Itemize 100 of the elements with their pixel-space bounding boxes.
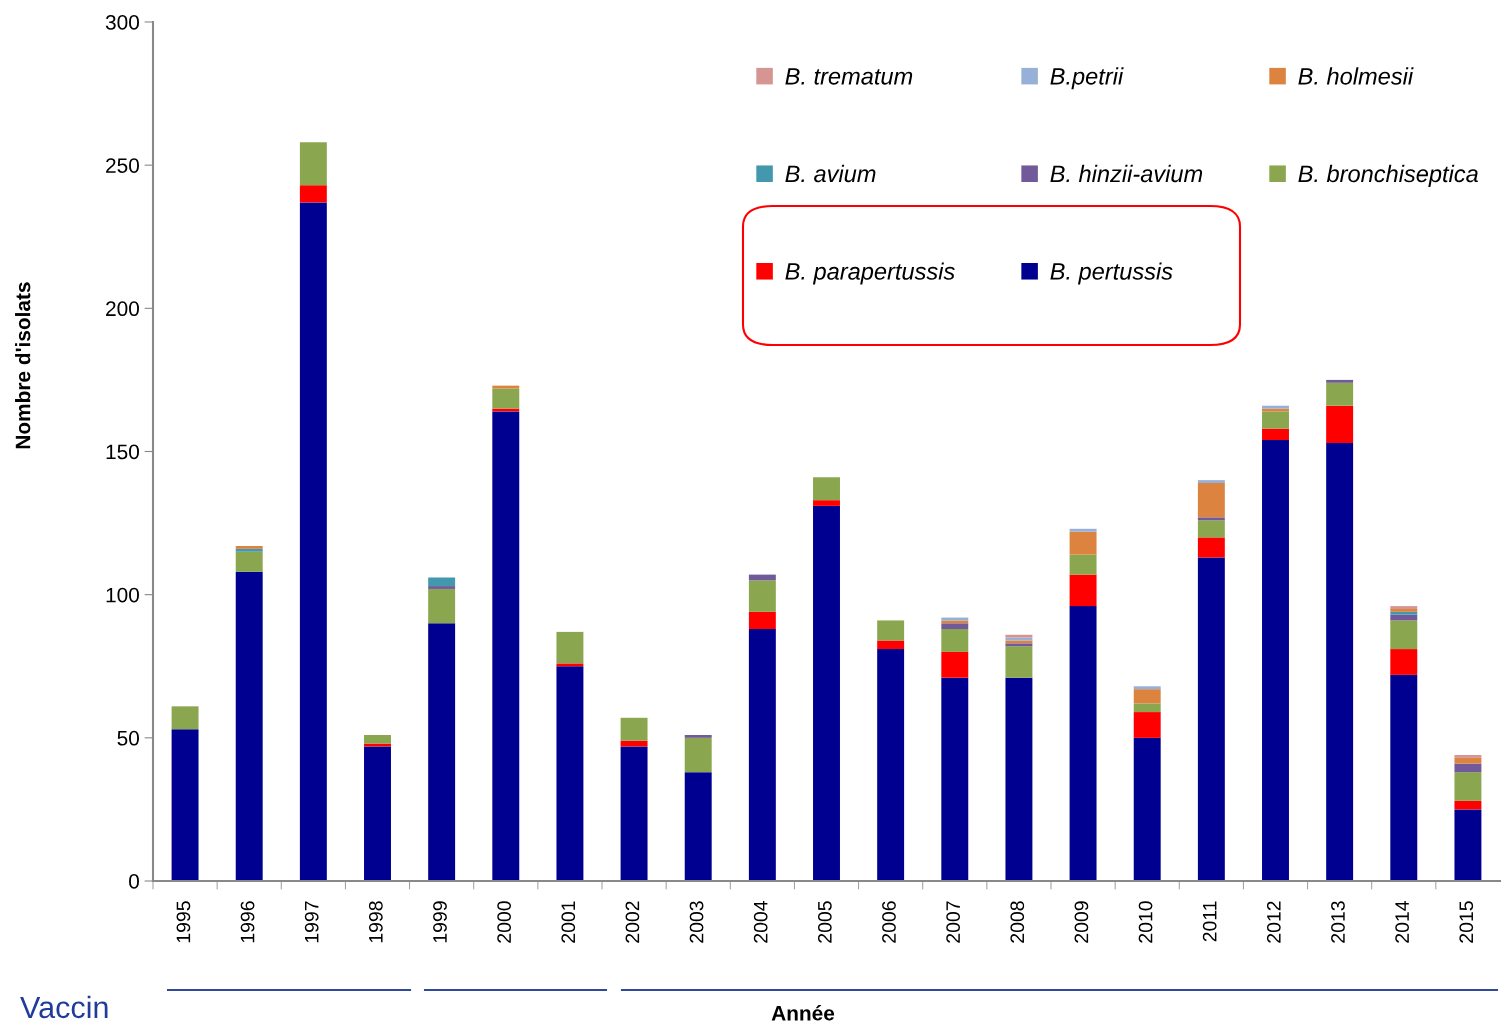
bar	[1326, 382, 1354, 406]
bar	[364, 746, 391, 881]
y-tick-label: 150	[106, 444, 139, 460]
bar	[1454, 755, 1482, 758]
text: Vaccin	[20, 995, 108, 1019]
x-tick-label: 2012	[1266, 901, 1281, 943]
bar	[684, 734, 712, 738]
bar	[364, 734, 391, 744]
bar	[620, 746, 648, 881]
bar	[1069, 574, 1097, 607]
bar	[684, 772, 712, 881]
bar	[299, 142, 327, 186]
bar	[1133, 737, 1161, 881]
bar	[1326, 405, 1354, 443]
bar	[1454, 800, 1482, 810]
bar	[941, 651, 969, 678]
bar	[1133, 703, 1161, 713]
bar	[1197, 537, 1225, 558]
x-tick-label: 1997	[304, 901, 319, 943]
bar	[1390, 620, 1418, 650]
x-tick-label: 2007	[946, 901, 961, 943]
x-tick-label: 2000	[497, 901, 512, 943]
x-tick-label: 2003	[689, 901, 704, 943]
bar	[1069, 606, 1097, 881]
bar	[1069, 528, 1097, 532]
bar	[428, 577, 456, 587]
bar	[813, 505, 840, 881]
legend-label: B. hinzii-avium	[1050, 164, 1203, 183]
bar	[235, 551, 263, 572]
bar	[1390, 674, 1418, 881]
bar	[1262, 440, 1289, 881]
bar	[1069, 554, 1097, 575]
bar	[748, 580, 776, 612]
x-tick-label: 2014	[1395, 901, 1410, 943]
bar	[684, 737, 712, 773]
x-tick-label: 2015	[1459, 901, 1474, 943]
bar	[299, 185, 327, 203]
bar	[748, 611, 776, 630]
legend-label: B. trematum	[785, 68, 913, 85]
bar	[428, 588, 456, 624]
bar	[556, 663, 584, 667]
bar	[1197, 520, 1225, 538]
bar	[235, 571, 263, 881]
x-tick-label: 2001	[561, 901, 576, 943]
bar	[492, 385, 520, 389]
legend-label: B. pertussis	[1050, 262, 1173, 285]
bar	[556, 666, 584, 881]
bar	[1133, 689, 1161, 704]
bar	[813, 477, 840, 501]
x-tick-label: 2008	[1010, 901, 1025, 943]
bar	[1390, 649, 1418, 675]
bar	[941, 677, 969, 881]
x-tick-label: 2009	[1074, 901, 1089, 943]
bar	[1262, 411, 1289, 429]
bar	[556, 631, 584, 664]
bar	[171, 729, 199, 881]
y-tick-label: 200	[106, 301, 139, 317]
bar	[1197, 480, 1225, 483]
x-tick-label: 2002	[625, 901, 640, 943]
bar	[428, 586, 456, 589]
x-axis-title: Année	[771, 1005, 835, 1021]
bar	[1454, 772, 1482, 801]
bar	[877, 640, 905, 650]
bar	[428, 623, 456, 881]
y-tick-label: 100	[106, 587, 139, 603]
bar	[620, 717, 648, 741]
bar	[748, 629, 776, 881]
x-tick-label: 1995	[176, 901, 191, 943]
x-tick-label: 2010	[1138, 901, 1153, 943]
bar	[1454, 809, 1482, 881]
legend-label: B. avium	[785, 164, 876, 183]
y-tick-label: 300	[105, 15, 139, 30]
bar	[1133, 686, 1161, 690]
x-tick-label: 2004	[753, 901, 768, 943]
y-tick-label: 0	[129, 874, 139, 889]
x-tick-label: 2005	[817, 901, 832, 943]
y-tick-label: 50	[117, 730, 139, 746]
x-tick-label: 2011	[1202, 901, 1217, 942]
x-tick-label: 1996	[240, 901, 255, 943]
bar	[941, 629, 969, 652]
bar	[1197, 483, 1225, 518]
legend-label: B. parapertussis	[785, 262, 955, 285]
x-tick-label: 1999	[433, 901, 447, 943]
bar	[1454, 763, 1482, 773]
bar	[171, 706, 199, 730]
bar	[1005, 646, 1033, 678]
x-tick-label: 2013	[1331, 901, 1345, 943]
bar	[1454, 757, 1482, 764]
bar	[941, 623, 969, 630]
legend-label: B. bronchiseptica	[1298, 164, 1478, 187]
bar	[877, 649, 905, 881]
bar	[1326, 442, 1354, 881]
y-axis-title: Nombre d'isolats	[15, 282, 31, 449]
bar	[1197, 557, 1225, 881]
bar	[1069, 531, 1097, 555]
x-tick-label: 1998	[368, 901, 383, 943]
legend-label: B. holmesii	[1298, 67, 1414, 85]
y-tick-label: 250	[106, 158, 139, 173]
bar	[492, 388, 520, 409]
bar	[1262, 428, 1289, 441]
